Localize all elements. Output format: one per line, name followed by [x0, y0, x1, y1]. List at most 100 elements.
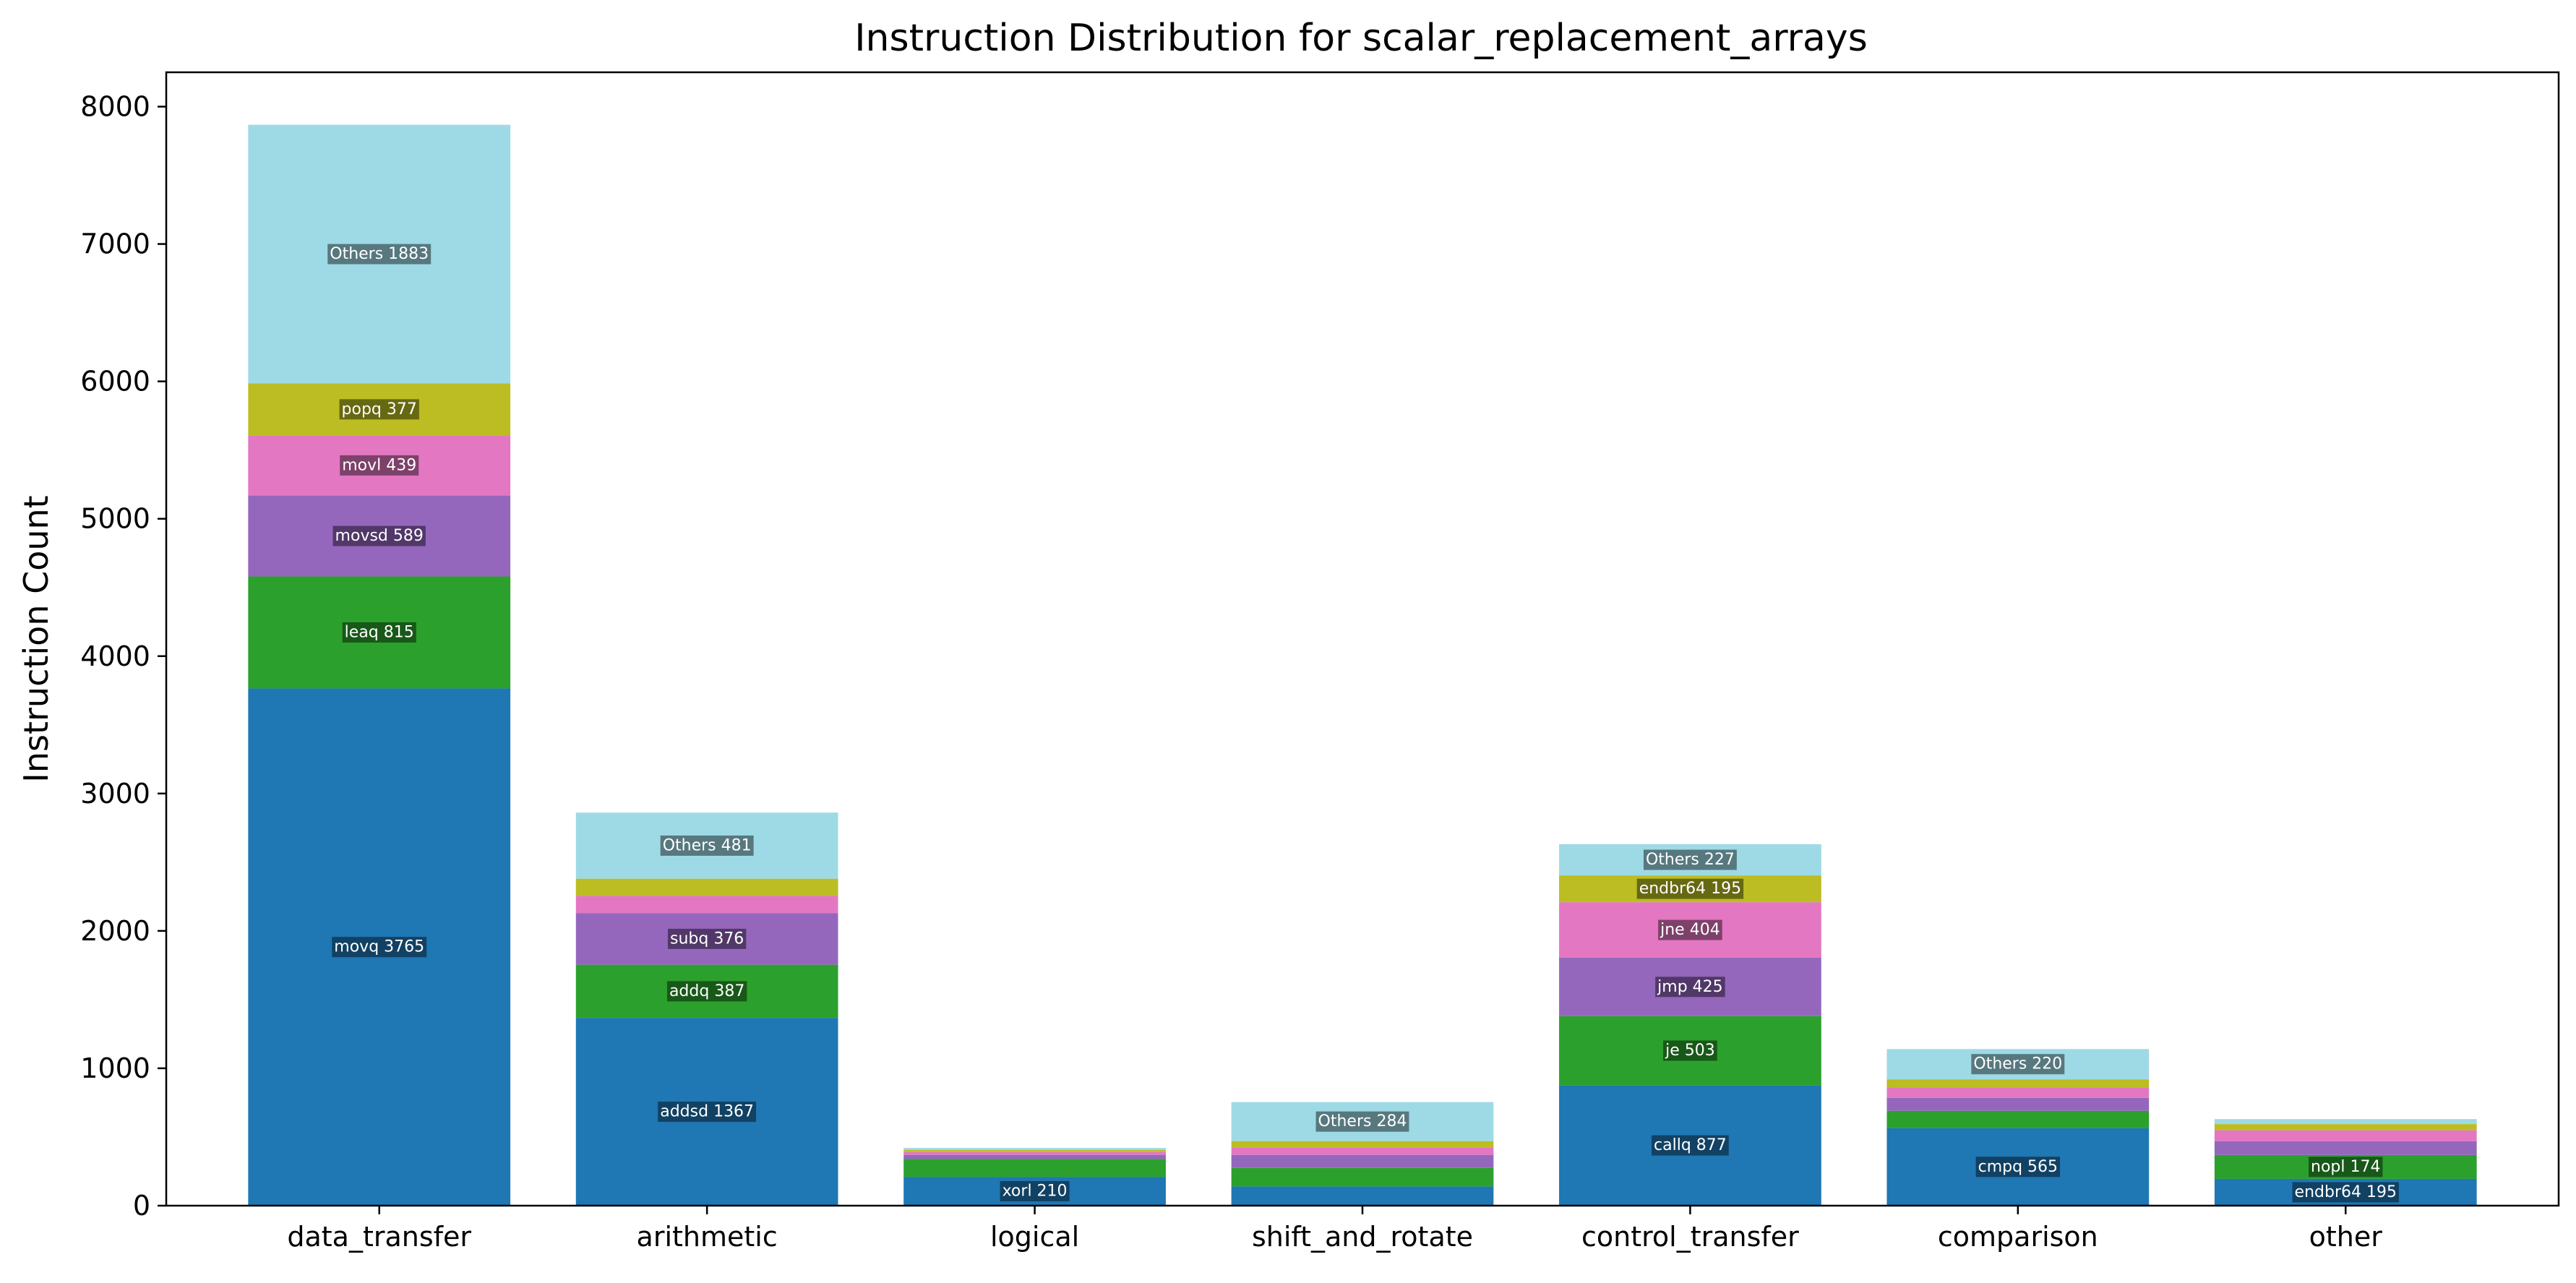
bar-segment-logical-4	[903, 1150, 1166, 1152]
segment-label-bg	[658, 1102, 757, 1123]
bar-segment-control_transfer-0	[1559, 1085, 1821, 1206]
segment-label-bg	[2292, 1182, 2399, 1203]
segment-label-bg	[342, 622, 416, 643]
bar-segment-control_transfer-3	[1559, 902, 1821, 958]
segment-label-text: jmp 425	[1657, 978, 1723, 996]
bar-segment-data_transfer-5	[248, 124, 511, 384]
x-tick-label: data_transfer	[287, 1221, 471, 1253]
segment-label-text: movq 3765	[334, 938, 424, 956]
bar-segment-comparison-0	[1886, 1128, 2150, 1206]
segment-label-data_transfer-2: movsd 589	[332, 525, 426, 546]
segment-label-text: Others 481	[663, 836, 752, 854]
y-tick-label: 6000	[80, 366, 150, 398]
y-tick-label: 4000	[80, 640, 150, 672]
segment-label-shift_and_rotate-5: Others 284	[1315, 1111, 1409, 1132]
bar-segment-logical-3	[903, 1151, 1166, 1155]
segment-label-arithmetic-0: addsd 1367	[658, 1102, 757, 1123]
segment-label-control_transfer-1: je 503	[1663, 1040, 1717, 1061]
y-tick-label: 3000	[80, 778, 150, 810]
segment-label-arithmetic-5: Others 481	[660, 835, 754, 856]
segment-label-text: xorl 210	[1003, 1183, 1068, 1201]
segment-label-bg	[660, 835, 754, 856]
segment-label-bg	[1663, 1040, 1717, 1061]
bar-segment-logical-2	[903, 1154, 1166, 1159]
bar-segment-shift_and_rotate-3	[1231, 1147, 1494, 1155]
segment-label-bg	[339, 399, 419, 420]
segment-label-text: movl 439	[342, 456, 416, 474]
segment-label-bg	[1655, 977, 1725, 997]
segment-label-text: Others 284	[1318, 1112, 1407, 1130]
bar-segment-data_transfer-0	[248, 688, 511, 1206]
segment-label-comparison-5: Others 220	[1971, 1054, 2065, 1075]
segment-label-bg	[340, 455, 419, 476]
plot-frame	[165, 71, 2560, 1207]
bar-segment-control_transfer-1	[1559, 1016, 1821, 1086]
segment-label-control_transfer-2: jmp 425	[1655, 977, 1725, 997]
segment-label-bg	[666, 981, 747, 1002]
segment-label-arithmetic-2: subq 376	[667, 928, 747, 949]
bar-segment-shift_and_rotate-2	[1231, 1154, 1494, 1168]
segment-label-text: je 503	[1665, 1042, 1715, 1060]
x-tick-label: shift_and_rotate	[1252, 1221, 1473, 1253]
axes-layer: 0 1000 2000 3000 4000 5000 6000 7000 8000 data_tr…	[80, 71, 2560, 1253]
y-tick-label: 8000	[80, 91, 150, 123]
bar-segment-data_transfer-2	[248, 495, 511, 577]
segment-label-text: Others 220	[1973, 1055, 2062, 1073]
segment-label-control_transfer-4: endbr64 195	[1636, 878, 1744, 899]
bar-segment-logical-0	[903, 1177, 1166, 1206]
bar-segment-comparison-5	[1886, 1049, 2150, 1080]
bar-segment-arithmetic-0	[575, 1018, 838, 1206]
bar-segment-arithmetic-4	[575, 878, 838, 896]
segment-label-arithmetic-1: addq 387	[666, 981, 747, 1002]
segment-label-text: popq 377	[342, 400, 417, 419]
y-tick-label: 5000	[80, 503, 150, 535]
bar-segment-shift_and_rotate-5	[1231, 1102, 1494, 1141]
segment-label-text: addq 387	[669, 982, 744, 1000]
bar-segment-arithmetic-2	[575, 913, 838, 965]
bar-segment-arithmetic-1	[575, 964, 838, 1018]
segment-label-text: Others 1883	[330, 245, 429, 263]
segment-label-text: movsd 589	[335, 527, 424, 545]
segment-label-bg	[1000, 1181, 1070, 1202]
segment-label-bg	[1636, 878, 1744, 899]
segment-label-text: endbr64 195	[2295, 1183, 2397, 1201]
y-tick-label: 0	[133, 1190, 150, 1222]
segment-label-bg	[1658, 919, 1722, 940]
bar-segment-control_transfer-4	[1559, 875, 1821, 903]
segment-label-data_transfer-3: movl 439	[340, 455, 419, 476]
segment-label-logical-0: xorl 210	[1000, 1181, 1070, 1202]
bar-segment-other-2	[2214, 1141, 2477, 1155]
x-tick-label: other	[2309, 1221, 2383, 1253]
x-tick-label: logical	[990, 1221, 1079, 1253]
bar-segment-control_transfer-5	[1559, 844, 1821, 876]
y-tick-label: 1000	[80, 1052, 150, 1084]
segment-label-bg	[1975, 1157, 2061, 1177]
bar-segment-arithmetic-5	[575, 812, 838, 879]
segment-label-text: leaq 815	[345, 623, 414, 641]
bar-segment-data_transfer-4	[248, 383, 511, 436]
bar-segment-comparison-3	[1886, 1087, 2150, 1098]
segment-label-control_transfer-5: Others 227	[1643, 849, 1737, 870]
segment-label-text: nopl 174	[2311, 1158, 2380, 1176]
segment-label-text: subq 376	[670, 930, 744, 948]
segment-label-data_transfer-5: Others 1883	[327, 244, 432, 265]
segment-label-bg	[1652, 1135, 1729, 1156]
segment-label-bg	[327, 244, 432, 265]
bar-segment-data_transfer-3	[248, 435, 511, 496]
x-tick-label: control_transfer	[1581, 1221, 1799, 1253]
segment-label-data_transfer-1: leaq 815	[342, 622, 416, 643]
y-tick-label: 2000	[80, 915, 150, 947]
segment-label-bg	[332, 937, 427, 958]
bar-segment-comparison-1	[1886, 1110, 2150, 1128]
bar-segment-other-0	[2214, 1178, 2477, 1206]
bar-segment-logical-1	[903, 1159, 1166, 1177]
bar-segment-shift_and_rotate-1	[1231, 1167, 1494, 1187]
segment-label-other-0: endbr64 195	[2292, 1182, 2399, 1203]
bar-segment-data_transfer-1	[248, 576, 511, 689]
segment-label-bg	[1315, 1111, 1409, 1132]
segment-label-text: Others 227	[1646, 851, 1735, 869]
bar-segment-other-4	[2214, 1124, 2477, 1130]
segment-label-other-1: nopl 174	[2309, 1157, 2383, 1177]
bar-segment-other-1	[2214, 1154, 2477, 1179]
